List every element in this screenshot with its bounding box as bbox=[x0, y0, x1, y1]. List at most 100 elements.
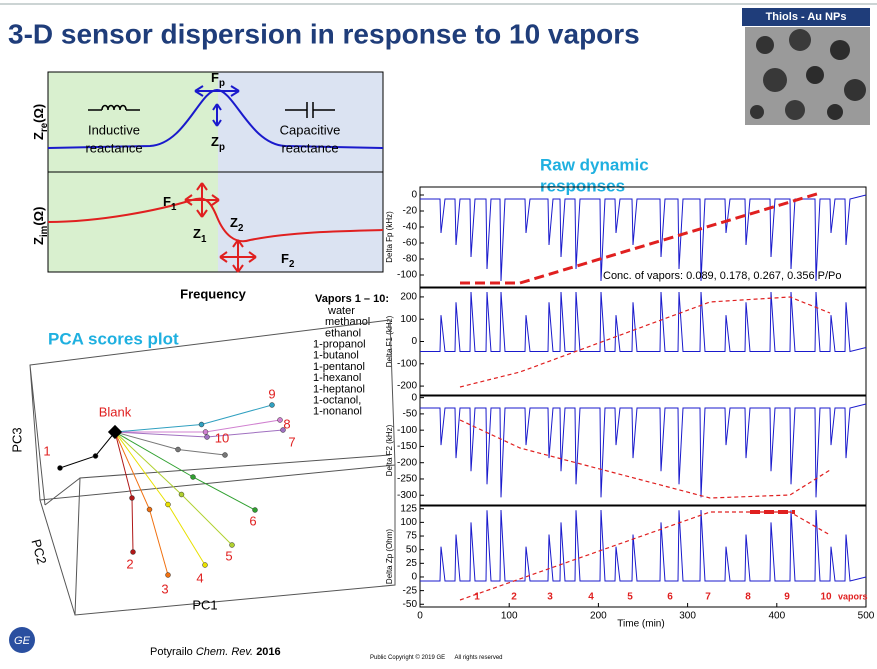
vapor-number: 5 bbox=[627, 592, 633, 603]
traj-point bbox=[269, 402, 275, 408]
vapor-number: 1 bbox=[474, 592, 480, 603]
vapor-number: 10 bbox=[820, 592, 832, 603]
traj-point bbox=[277, 417, 283, 423]
trace bbox=[420, 403, 867, 498]
x-tick-label: 500 bbox=[858, 611, 875, 622]
main: Z bbox=[193, 226, 201, 241]
capacitive-line2: reactance bbox=[281, 140, 338, 155]
badge-text: Thiols - Au NPs bbox=[766, 11, 847, 23]
y-tick-label: 200 bbox=[400, 292, 417, 303]
y-tick-label: 25 bbox=[406, 558, 418, 569]
y-tick-label: -20 bbox=[403, 206, 418, 217]
y-tick-label: -200 bbox=[397, 381, 417, 392]
y-tick-label: 75 bbox=[406, 531, 418, 542]
point-label: 7 bbox=[288, 434, 295, 449]
vapor-item: 1-butanol bbox=[313, 350, 359, 362]
traj-point bbox=[252, 507, 258, 513]
traj-point bbox=[198, 421, 205, 428]
frequency-label: Frequency bbox=[180, 286, 247, 301]
vapor-number: 7 bbox=[705, 592, 711, 603]
y-tick-label: 100 bbox=[400, 517, 417, 528]
trace bbox=[420, 291, 867, 353]
journal: Chem. Rev. bbox=[196, 646, 253, 658]
rest: (Ω) bbox=[31, 207, 46, 226]
pc1-label: PC1 bbox=[192, 597, 217, 612]
sub: re bbox=[39, 122, 50, 132]
y-axis-label: Delta Fp (kHz) bbox=[385, 211, 394, 263]
sub: 2 bbox=[238, 223, 244, 234]
tem-image bbox=[745, 27, 870, 125]
sub: 1 bbox=[201, 234, 207, 245]
y-tick-label: -100 bbox=[397, 358, 417, 369]
y-tick-label: -300 bbox=[397, 490, 417, 501]
label-f1: F1 bbox=[163, 194, 177, 212]
point-label: 4 bbox=[196, 570, 203, 585]
capacitive-line1: Capacitive bbox=[280, 122, 341, 137]
vapors-title: Vapors 1 – 10: bbox=[315, 293, 389, 305]
sub: 1 bbox=[171, 202, 177, 213]
y-axis-label: Delta Zp (Ohm) bbox=[385, 529, 394, 584]
y-tick-label: -100 bbox=[397, 425, 417, 436]
ge-logo: GE bbox=[9, 627, 35, 653]
traj-point bbox=[229, 542, 235, 548]
vapor-number: 2 bbox=[511, 592, 517, 603]
x-tick-label: 0 bbox=[417, 611, 423, 622]
rights-text: All rights reserved bbox=[454, 655, 502, 661]
vapor-item: methanol bbox=[325, 316, 370, 328]
label-zp: Zp bbox=[211, 134, 225, 152]
point-label: 2 bbox=[126, 556, 133, 571]
main: Z bbox=[211, 134, 219, 149]
vapor-number: 4 bbox=[588, 592, 594, 603]
vapor-item: 1-propanol bbox=[313, 339, 366, 351]
vapor-number: 3 bbox=[547, 592, 553, 603]
vapor-number: 9 bbox=[784, 592, 790, 603]
traj-point bbox=[92, 453, 99, 459]
vapor-item: 1-hexanol bbox=[313, 372, 361, 384]
y-tick-label: 0 bbox=[411, 572, 417, 583]
main: Z bbox=[31, 132, 46, 140]
vapor-item: 1-pentanol bbox=[313, 361, 365, 373]
traj-point bbox=[280, 427, 286, 433]
pc3-label: PC3 bbox=[9, 427, 24, 452]
x-tick-label: 100 bbox=[501, 611, 518, 622]
traj-point bbox=[57, 465, 63, 471]
y-tick-label: -100 bbox=[397, 270, 417, 281]
y-tick-label: 125 bbox=[400, 503, 417, 514]
main: Z bbox=[31, 237, 46, 245]
point-label: 10 bbox=[215, 430, 229, 445]
author: Potyrailo bbox=[150, 646, 193, 658]
vapor-item: ethanol bbox=[325, 327, 361, 339]
vapor-item: 1-heptanol bbox=[313, 383, 365, 395]
traj-point bbox=[204, 434, 210, 440]
vapor-item: 1-nonanol bbox=[313, 406, 362, 418]
rest: (Ω) bbox=[31, 104, 46, 123]
svg-text:GE: GE bbox=[14, 635, 31, 647]
traj-point bbox=[202, 429, 209, 435]
x-tick-label: 200 bbox=[590, 611, 607, 622]
y-tick-label: -50 bbox=[403, 409, 418, 420]
main: F bbox=[281, 251, 289, 266]
envelope bbox=[459, 296, 831, 388]
y-tick-label: 100 bbox=[400, 314, 417, 325]
copyright: Public Copyright © 2019 GE All rights re… bbox=[370, 654, 503, 661]
y-axis-label: Delta F2 (kHz) bbox=[385, 424, 394, 476]
traj-point bbox=[202, 562, 208, 568]
label-zre: Zre(Ω) bbox=[31, 104, 49, 140]
blank-label: Blank bbox=[99, 404, 132, 419]
blank-marker bbox=[107, 424, 123, 440]
traj-point bbox=[178, 491, 185, 498]
vapors-word: vapors bbox=[838, 591, 868, 601]
point-label: 9 bbox=[268, 386, 275, 401]
panel-frame bbox=[419, 395, 867, 506]
year: 2016 bbox=[256, 646, 280, 658]
copyright-text: Public Copyright © 2019 GE bbox=[370, 654, 445, 661]
sub: p bbox=[219, 142, 225, 153]
sub: p bbox=[219, 78, 225, 89]
vapor-number: 6 bbox=[667, 592, 673, 603]
label-z2: Z2 bbox=[230, 215, 244, 233]
y-tick-label: -250 bbox=[397, 474, 417, 485]
trace bbox=[420, 509, 867, 582]
raw-title-2: responses bbox=[540, 176, 625, 195]
y-tick-label: -25 bbox=[403, 585, 418, 596]
